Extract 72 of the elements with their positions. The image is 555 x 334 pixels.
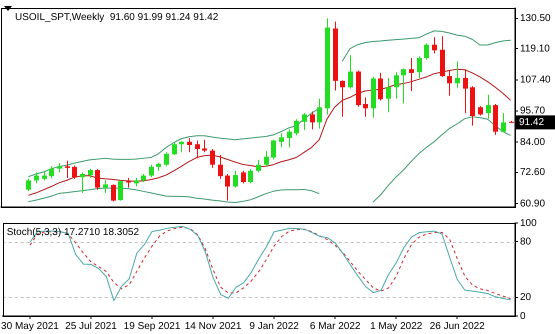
candlestick [172,142,177,156]
candlestick [80,172,85,194]
candlestick [417,56,422,78]
candlestick [256,159,261,173]
candlestick [26,178,31,192]
candlestick [164,152,169,167]
candlestick [218,154,223,180]
candlestick [233,170,238,188]
x-tick-label: 19 Sep 2021 [124,320,181,332]
candlestick [248,168,253,184]
x-tick-label: 9 Jan 2022 [249,320,300,332]
y-tick-label: 100 [520,218,538,229]
candlestick [49,166,54,178]
candlestick [310,110,315,130]
y-tick-label: 20 [520,292,532,304]
candlestick [149,164,154,178]
candlestick [225,174,230,202]
x-tick-label: 6 Mar 2022 [310,320,361,332]
candlestick [378,72,383,101]
candlestick [501,112,506,134]
candlestick [340,80,345,118]
candlestick [394,72,399,100]
y-tick-label: 72.60 [520,167,546,178]
candlestick [447,70,452,96]
candlestick [88,168,93,178]
candlestick [202,139,207,153]
candlestick [432,36,437,54]
y-tick-label: 130.50 [520,13,552,24]
chart-title: USOIL_SPT,Weekly 91.60 91.99 91.24 91.42 [15,12,219,23]
candlestick [95,168,100,190]
candlestick [409,58,414,92]
candlestick [118,180,123,202]
y-tick-label: 60.90 [520,198,546,210]
y-tick-label: 84.00 [520,136,546,148]
candlestick [42,170,47,181]
x-tick-label: 30 May 2021 [1,320,60,332]
candlestick [463,68,468,114]
candlestick [401,68,406,104]
candlestick [386,77,391,113]
candlestick [72,165,77,180]
candlestick [424,42,429,60]
y-tick-label: 80 [520,236,532,248]
candlestick [302,112,307,131]
x-tick-label: 14 Nov 2021 [184,320,242,332]
candlestick [363,96,368,118]
candlestick [486,94,491,120]
candlestick [34,172,39,184]
candlestick [103,180,108,194]
x-tick-label: 26 Jun 2022 [430,320,486,332]
candlestick [478,106,483,116]
candlestick [279,132,284,148]
candlestick [287,128,292,148]
candlestick [111,184,116,202]
y-tick-label: 0 [520,310,526,322]
candlestick [210,148,215,168]
candlestick [271,139,276,160]
candlestick [317,98,322,130]
text: 91.42 [519,117,544,128]
candlestick [294,118,299,136]
candlestick [348,54,353,90]
candlestick [65,160,70,178]
candlestick [126,178,131,188]
candlestick [264,150,269,167]
candlestick [241,170,246,184]
candlestick [455,60,460,88]
candlestick [195,140,200,159]
y-tick-label: 95.70 [520,106,546,117]
x-tick-label: 1 May 2022 [370,320,423,332]
x-tick-label: 25 Jul 2021 [65,320,118,332]
y-tick-label: 107.40 [520,74,552,86]
candlestick [187,138,192,153]
y-tick-label: 119.10 [520,43,550,54]
